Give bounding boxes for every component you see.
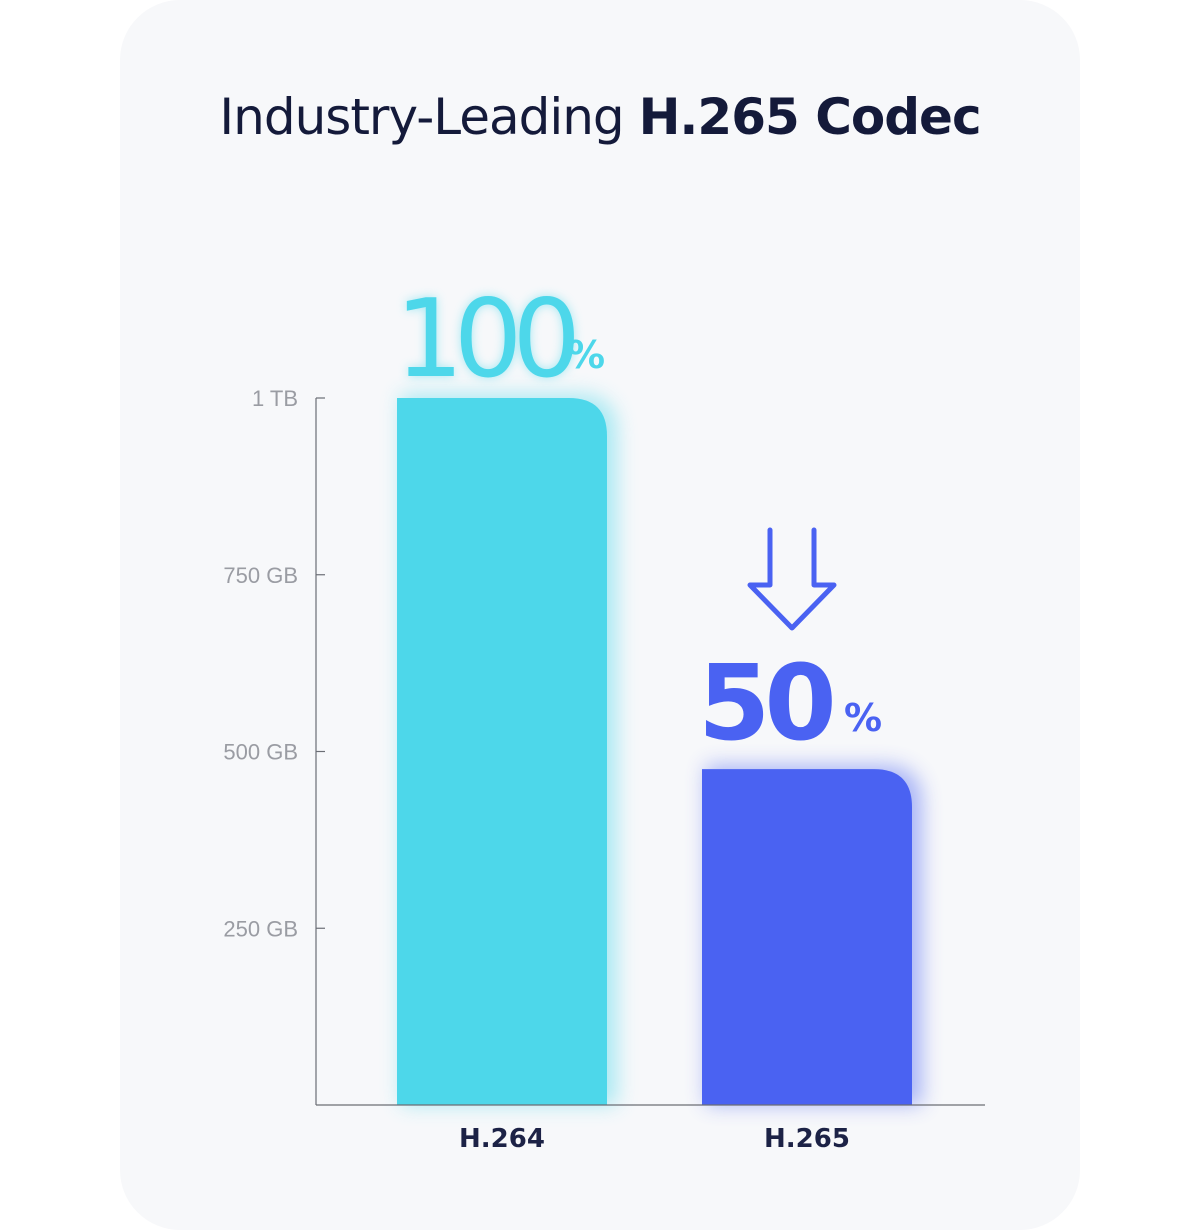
down-arrow-icon — [747, 527, 837, 631]
x-tick-label: H.264 — [459, 1124, 545, 1154]
axis-layer — [315, 397, 985, 1106]
bar-h264 — [397, 398, 607, 1105]
x-tick-label: H.265 — [764, 1124, 850, 1154]
pct-unit-h264: % — [567, 333, 605, 377]
pct-label-glow: 100 — [395, 277, 574, 402]
y-tick-label: 500 GB — [223, 740, 298, 765]
y-tick-label: 750 GB — [223, 563, 298, 588]
y-tick-label: 1 TB — [252, 386, 298, 411]
title-light-text: Industry-Leading — [219, 88, 624, 146]
y-tick-label: 250 GB — [223, 916, 298, 941]
title-bold-text: H.265 Codec — [638, 88, 982, 146]
bar-h265 — [702, 769, 912, 1105]
pct-unit-h265: % — [844, 696, 882, 740]
chart-title: Industry-Leading H.265 Codec — [0, 88, 1200, 146]
bars-layer — [397, 398, 912, 1105]
pct-label-h264: 100 — [395, 277, 574, 402]
pct-label-h265: 50 — [698, 642, 832, 764]
